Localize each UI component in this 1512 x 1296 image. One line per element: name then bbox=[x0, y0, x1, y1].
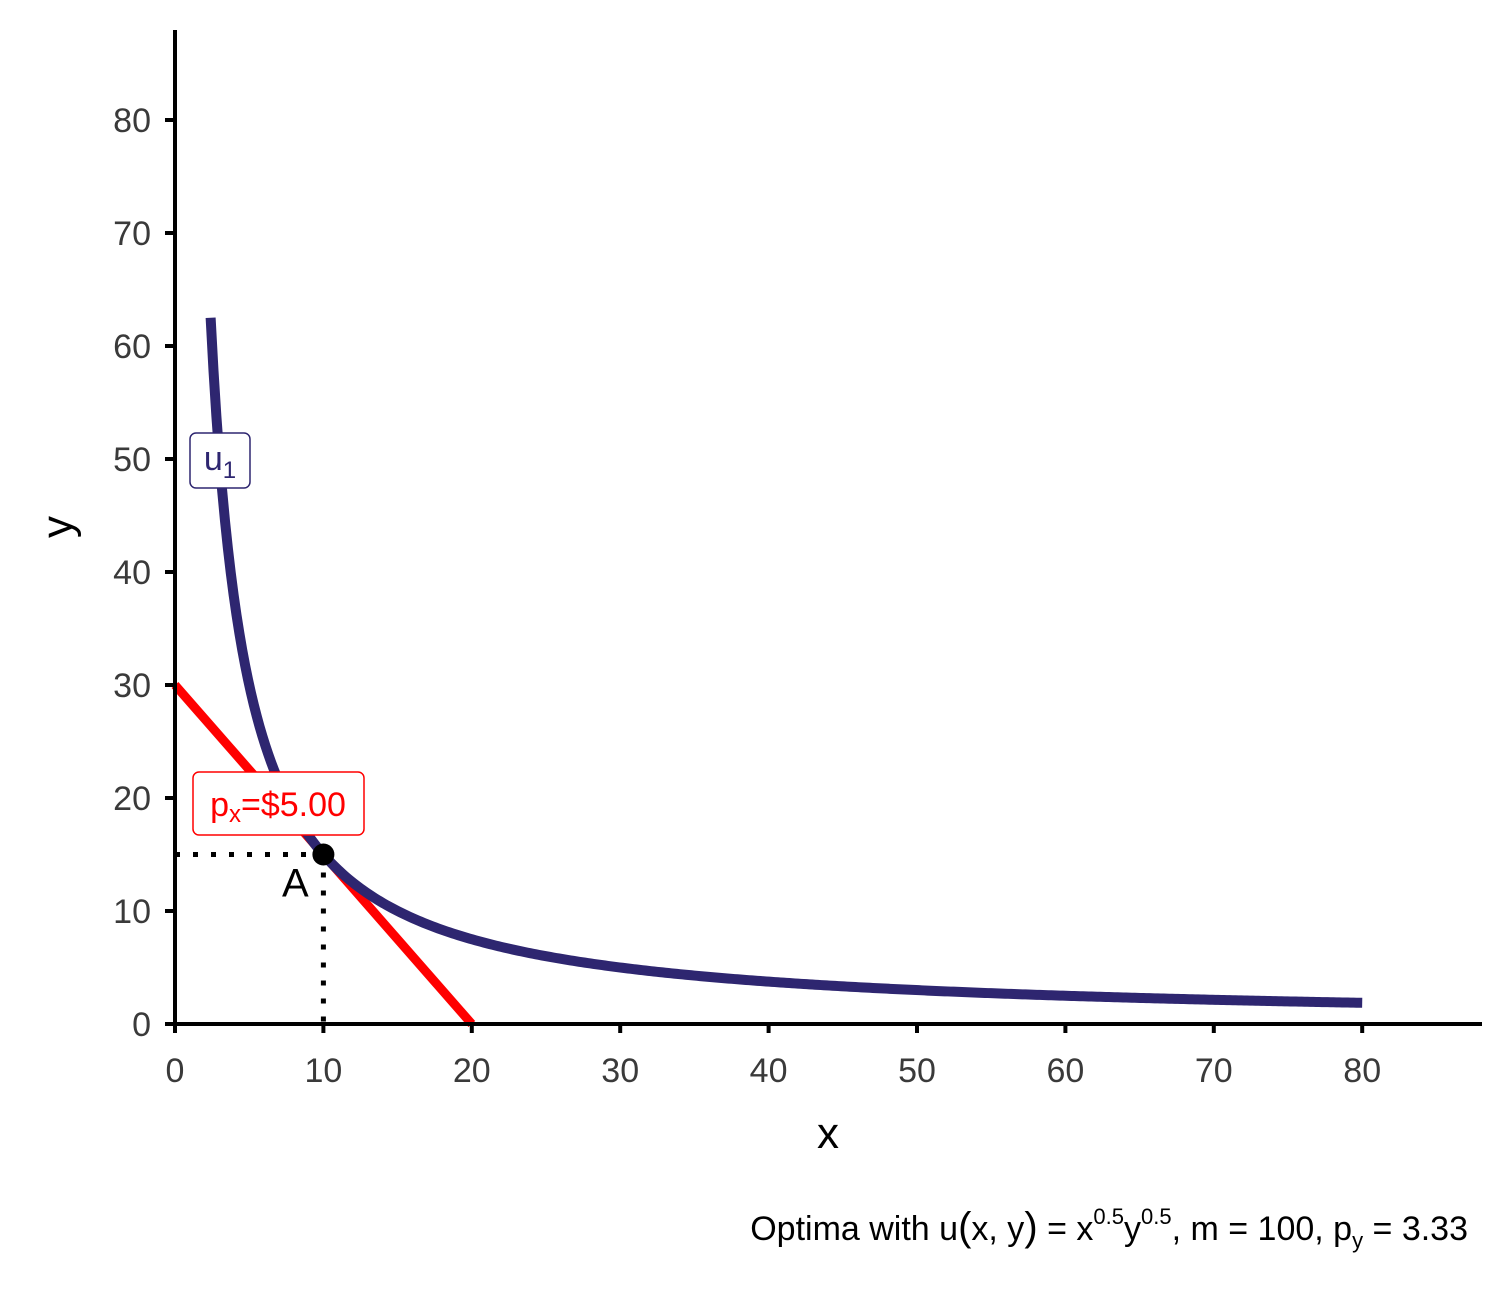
caption-superscript: 0.5 bbox=[1093, 1204, 1124, 1229]
u1-label: u1 bbox=[189, 432, 251, 489]
indifference-curve-u1 bbox=[205, 317, 1363, 1008]
price-label-value: =$5.00 bbox=[241, 786, 346, 824]
caption-part: = 3.33 bbox=[1363, 1210, 1468, 1248]
optimum-point bbox=[312, 843, 335, 866]
y-tick-label: 10 bbox=[113, 893, 151, 931]
y-tick-label: 30 bbox=[113, 667, 151, 705]
budget-label: px=$5.00 bbox=[192, 771, 365, 836]
x-tick-label: 0 bbox=[166, 1052, 185, 1090]
caption-part: = x bbox=[1038, 1210, 1094, 1248]
caption-part: ) bbox=[1024, 1205, 1037, 1249]
x-tick-label: 30 bbox=[601, 1052, 639, 1090]
caption-part: , m = 100, p bbox=[1172, 1210, 1353, 1248]
optimum-point-label: A bbox=[282, 862, 309, 906]
axes bbox=[173, 30, 1482, 1026]
caption-part: ( bbox=[958, 1205, 972, 1249]
price-label-subscript: x bbox=[229, 801, 241, 828]
guide-lines bbox=[175, 852, 326, 1024]
x-tick-label: 20 bbox=[453, 1052, 491, 1090]
u1-label-base: u bbox=[204, 440, 223, 478]
x-tick-label: 60 bbox=[1046, 1052, 1084, 1090]
price-label-base: p bbox=[210, 786, 229, 824]
chart-caption: Optima with u(x, y) = x0.5y0.5, m = 100,… bbox=[750, 1204, 1468, 1253]
y-tick-label: 40 bbox=[113, 554, 151, 592]
x-tick-label: 40 bbox=[750, 1052, 788, 1090]
x-tick-label: 10 bbox=[304, 1052, 342, 1090]
indifference-curve-group bbox=[205, 317, 1363, 1008]
y-tick-label: 80 bbox=[113, 102, 151, 140]
x-axis-title: x bbox=[817, 1109, 839, 1158]
u1-label-subscript: 1 bbox=[223, 457, 236, 484]
y-tick-label: 0 bbox=[132, 1006, 151, 1044]
caption-superscript: 0.5 bbox=[1141, 1204, 1172, 1229]
series-labels: u1 px=$5.00 bbox=[189, 432, 365, 836]
u1-label-text: u1 bbox=[204, 440, 236, 484]
caption-part: x, y bbox=[971, 1210, 1024, 1248]
points-group: A bbox=[282, 843, 335, 906]
y-axis-ticks: 0 10 20 30 40 50 60 70 80 bbox=[113, 102, 175, 1044]
price-label-box bbox=[192, 771, 365, 836]
price-label-text: px=$5.00 bbox=[210, 786, 346, 828]
x-tick-label: 50 bbox=[898, 1052, 936, 1090]
u1-label-box bbox=[189, 432, 251, 489]
caption-part: y bbox=[1124, 1210, 1141, 1248]
y-tick-label: 20 bbox=[113, 780, 151, 818]
y-tick-label: 60 bbox=[113, 328, 151, 366]
caption-part: Optima with u bbox=[750, 1210, 958, 1248]
y-axis-title: y bbox=[33, 516, 82, 538]
caption-subscript: y bbox=[1352, 1228, 1363, 1253]
y-tick-label: 70 bbox=[113, 215, 151, 253]
x-axis-ticks: 0 10 20 30 40 50 60 70 80 bbox=[166, 1024, 1381, 1090]
x-tick-label: 80 bbox=[1343, 1052, 1381, 1090]
y-tick-label: 50 bbox=[113, 441, 151, 479]
x-tick-label: 70 bbox=[1195, 1052, 1233, 1090]
